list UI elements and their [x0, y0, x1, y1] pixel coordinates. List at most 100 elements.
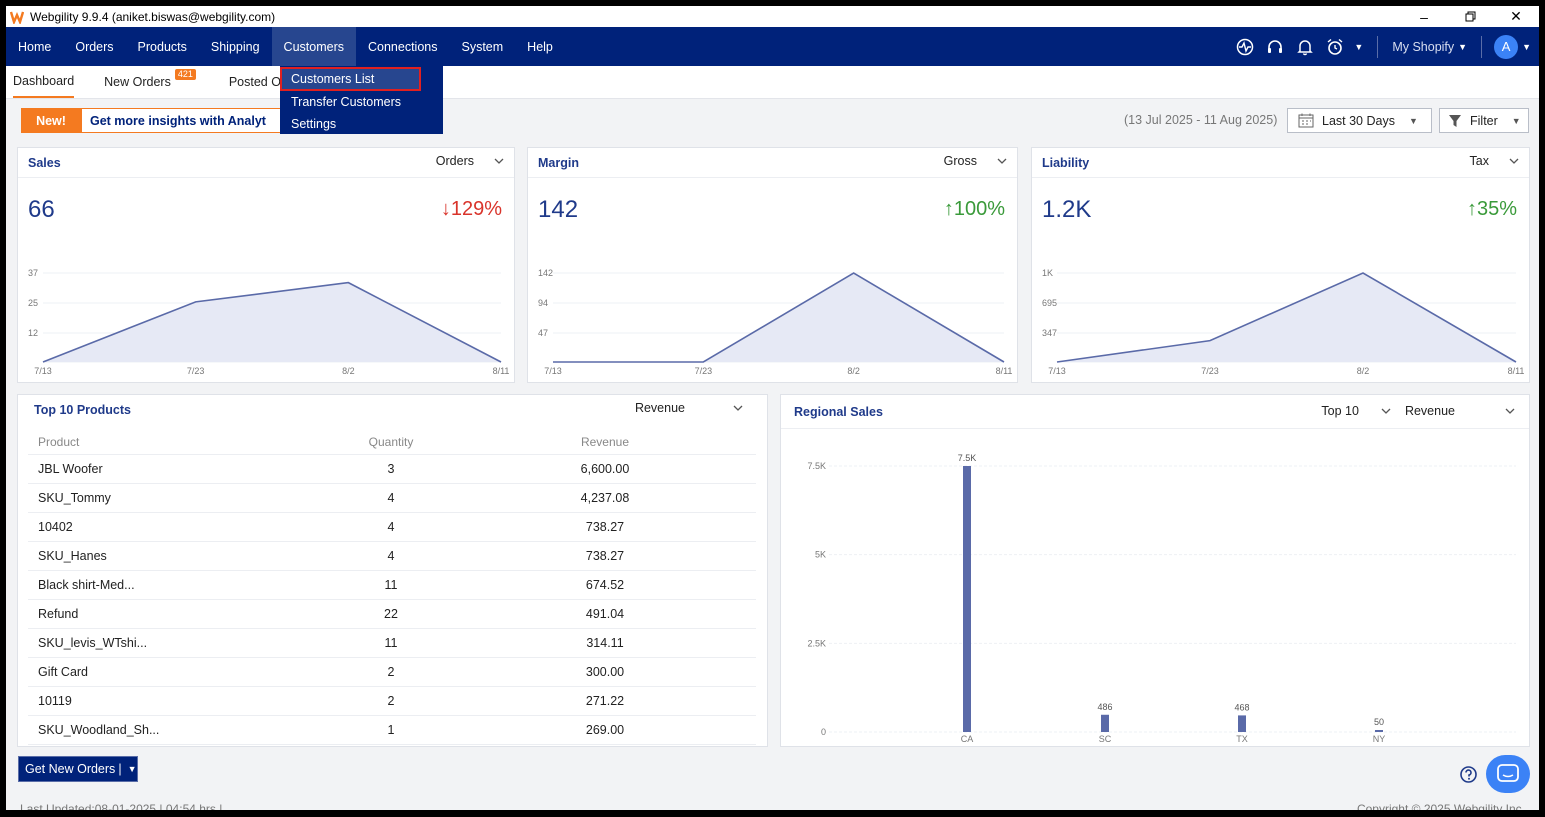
sales-change: ↓129% — [441, 198, 502, 221]
top-products-table: Product Quantity Revenue JBL Woofer 3 6,60… — [28, 430, 756, 745]
margin-chart: 142 94 47 7/13 7/23 8/2 8/11 — [538, 268, 1013, 376]
revenue-cell: 674.52 — [585, 578, 625, 592]
tab-new-orders[interactable]: New Orders 421 — [104, 65, 196, 98]
liability-metric-select[interactable]: Tax — [1470, 154, 1519, 168]
arrow-down-icon: ↓ — [440, 198, 451, 220]
help-icon[interactable] — [1460, 766, 1477, 783]
x-tick-label: 8/11 — [1508, 366, 1525, 376]
x-tick-label: 8/11 — [996, 366, 1013, 376]
chevron-down-icon — [1509, 158, 1519, 164]
table-row[interactable]: SKU_levis_WTshi... 11 314.11 — [28, 629, 756, 658]
nav-orders[interactable]: Orders — [75, 39, 114, 54]
product-cell: SKU_levis_WTshi... — [38, 636, 148, 650]
nav-connections[interactable]: Connections — [367, 39, 438, 54]
chevron-down-icon — [494, 158, 504, 164]
analytics-banner-link[interactable]: Get more insights with Analyt — [81, 108, 281, 133]
table-row[interactable]: Gift Card 2 300.00 — [28, 658, 756, 687]
store-selector[interactable]: My Shopify ▼ — [1384, 40, 1475, 54]
x-tick-label: 7/13 — [34, 366, 52, 376]
table-row[interactable]: SKU_Tommy 4 4,237.08 — [28, 484, 756, 513]
table-row[interactable]: JBL Woofer 3 6,600.00 — [28, 455, 756, 484]
x-tick-label: 8/11 — [493, 366, 510, 376]
revenue-cell: 738.27 — [585, 520, 625, 534]
y-tick-label: 347 — [1042, 328, 1057, 338]
activity-icon[interactable] — [1230, 27, 1260, 66]
nav-system[interactable]: System — [461, 39, 504, 54]
margin-card: Margin Gross 142 ↑100% 142 94 47 7/13 7/23 8/… — [527, 147, 1018, 383]
button-divider: | — [118, 762, 122, 776]
chevron-down-icon — [1381, 408, 1391, 414]
revenue-cell: 738.27 — [585, 549, 625, 563]
new-tag: New! — [21, 108, 81, 133]
get-new-orders-button[interactable]: Get New Orders | ▼ — [18, 756, 138, 782]
y-tick-label: 47 — [538, 328, 548, 338]
product-cell: Gift Card — [38, 665, 89, 679]
table-row[interactable]: Refund 22 491.04 — [28, 600, 756, 629]
top-n-select[interactable]: Top 10 — [1321, 404, 1391, 418]
chat-button[interactable] — [1486, 755, 1530, 793]
margin-change-value: 100% — [953, 198, 1005, 220]
table-row[interactable]: Black shirt-Med... 11 674.52 — [28, 571, 756, 600]
filter-button[interactable]: Filter ▼ — [1439, 108, 1529, 133]
sales-card: Sales Orders 66 ↓129% 37 25 12 7/13 7/23 8/2 8… — [17, 147, 515, 383]
nav-products[interactable]: Products — [137, 39, 187, 54]
nav-shipping[interactable]: Shipping — [210, 39, 260, 54]
tab-posted[interactable]: Posted O — [229, 65, 281, 98]
margin-metric-label: Gross — [943, 154, 977, 168]
alarm-caret-icon[interactable]: ▼ — [1354, 41, 1364, 52]
regional-sales-chart: 7.5K 5K 2.5K 0 7.5K CA 486 SC 468 TX 50 NY — [807, 453, 1516, 744]
sub-tabs: Dashboard New Orders 421 Posted O — [6, 66, 1539, 99]
table-row[interactable]: 10119 2 271.22 — [28, 687, 756, 716]
store-caret-icon: ▼ — [1458, 41, 1468, 52]
user-avatar[interactable]: A — [1494, 34, 1519, 59]
get-orders-caret-icon[interactable]: ▼ — [127, 764, 137, 774]
period-selector[interactable]: Last 30 Days ▼ — [1287, 108, 1432, 133]
product-cell: SKU_Hanes — [38, 549, 107, 563]
nav-home[interactable]: Home — [18, 39, 52, 54]
x-tick-label: CA — [961, 734, 974, 744]
nav-help[interactable]: Help — [527, 39, 553, 54]
last-updated-text: Last Updated:08-01-2025 | 04:54 hrs | — [20, 802, 223, 810]
liability-change: ↑35% — [1467, 198, 1517, 221]
minimize-button[interactable]: – — [1420, 8, 1428, 25]
quantity-cell: 4 — [387, 520, 395, 534]
bell-icon[interactable] — [1290, 27, 1320, 66]
get-new-orders-label: Get New Orders — [25, 762, 116, 776]
table-header: Product Quantity Revenue — [28, 430, 756, 455]
chevron-down-icon — [997, 158, 1007, 164]
quantity-cell: 11 — [384, 578, 398, 592]
tab-dashboard[interactable]: Dashboard — [13, 65, 75, 98]
menu-item-transfer-customers[interactable]: Transfer Customers — [291, 95, 401, 109]
filter-caret-icon: ▼ — [1511, 115, 1521, 126]
table-row[interactable]: 10402 4 738.27 — [28, 513, 756, 542]
regional-metric-select[interactable]: Revenue — [1405, 404, 1515, 418]
menu-item-settings[interactable]: Settings — [291, 117, 337, 131]
revenue-cell: 314.11 — [586, 636, 624, 650]
product-cell: 10402 — [38, 520, 73, 534]
y-tick-label: 94 — [538, 298, 548, 308]
top-products-metric-select[interactable]: Revenue — [635, 401, 743, 415]
menu-item-customers-list[interactable]: Customers List — [280, 67, 421, 91]
margin-metric-select[interactable]: Gross — [944, 154, 1007, 168]
y-tick-label: 7.5K — [807, 461, 826, 471]
col-revenue: Revenue — [580, 435, 630, 449]
avatar-caret-icon[interactable]: ▼ — [1522, 41, 1531, 52]
table-row[interactable]: SKU_Hanes 4 738.27 — [28, 542, 756, 571]
regional-sales-card: Regional Sales Top 10 Revenue 7.5K 5K 2.5K… — [780, 394, 1530, 747]
alarm-clock-icon[interactable] — [1320, 27, 1350, 66]
close-button[interactable]: ✕ — [1510, 8, 1522, 24]
nav-customers[interactable]: Customers — [271, 27, 356, 66]
bar — [963, 466, 971, 732]
sales-metric-select[interactable]: Orders — [436, 154, 504, 168]
y-tick-label: 12 — [28, 328, 38, 338]
x-tick-label: 7/23 — [187, 366, 205, 376]
headset-icon[interactable] — [1260, 27, 1290, 66]
margin-title: Margin — [538, 155, 579, 170]
table-row[interactable]: SKU_Woodland_Sh... 1 269.00 — [28, 716, 756, 745]
x-tick-label: 7/23 — [695, 366, 713, 376]
series-line — [1056, 272, 1517, 363]
arrow-up-icon: ↑ — [1466, 198, 1477, 220]
quantity-cell: 3 — [387, 462, 395, 476]
restore-button[interactable] — [1447, 6, 1493, 27]
title-bar: Webgility 9.9.4 (aniket.biswas@webgility… — [6, 6, 1539, 27]
